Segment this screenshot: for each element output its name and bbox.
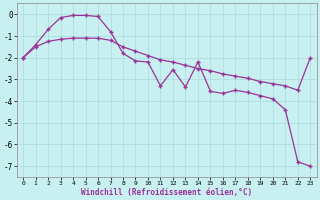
X-axis label: Windchill (Refroidissement éolien,°C): Windchill (Refroidissement éolien,°C): [81, 188, 252, 197]
